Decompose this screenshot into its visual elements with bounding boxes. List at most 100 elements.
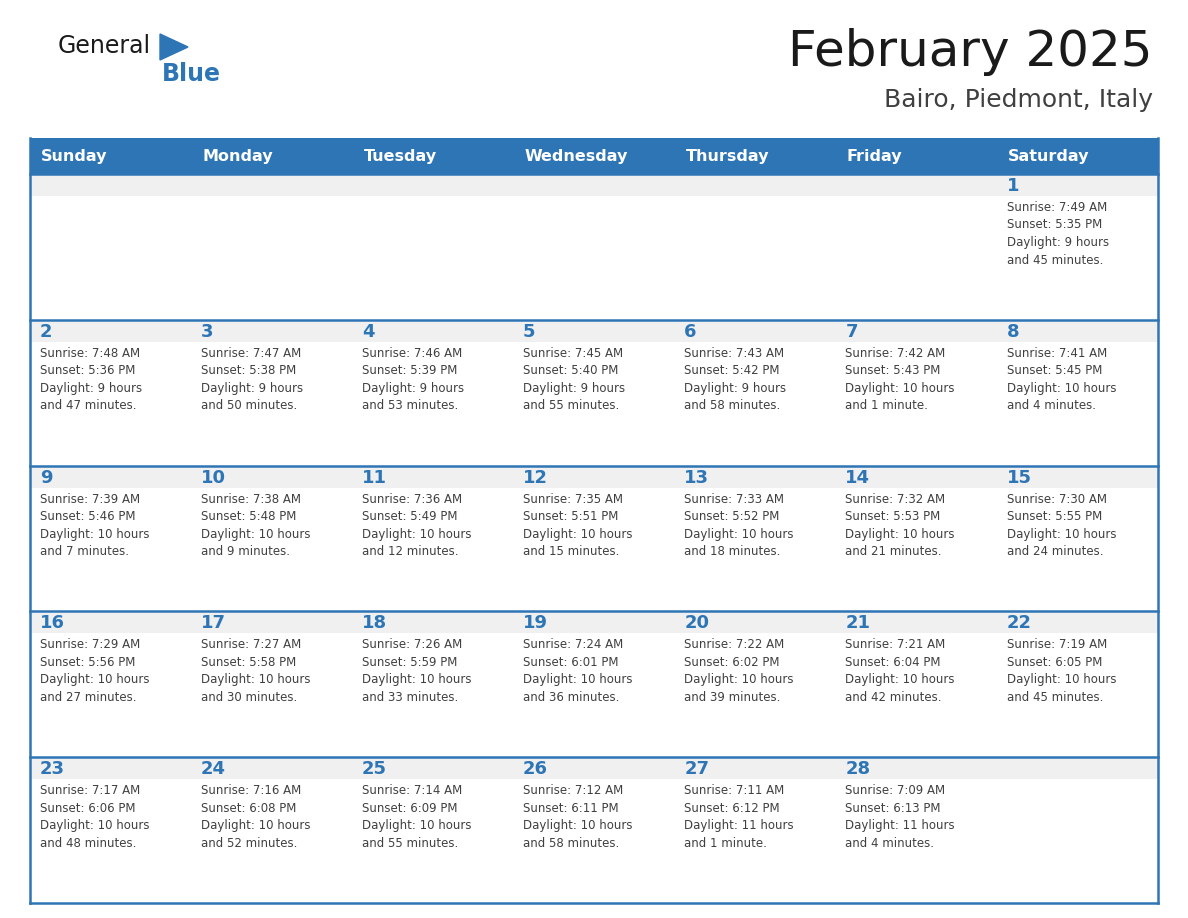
Text: 17: 17	[201, 614, 226, 633]
Text: 10: 10	[201, 468, 226, 487]
Text: Saturday: Saturday	[1009, 149, 1089, 163]
Bar	[513, 319, 675, 341]
Text: Sunrise: 7:17 AM
Sunset: 6:06 PM
Daylight: 10 hours
and 48 minutes.: Sunrise: 7:17 AM Sunset: 6:06 PM Dayligh…	[39, 784, 150, 850]
Bar	[30, 174, 191, 196]
Text: Sunrise: 7:29 AM
Sunset: 5:56 PM
Daylight: 10 hours
and 27 minutes.: Sunrise: 7:29 AM Sunset: 5:56 PM Dayligh…	[39, 638, 150, 704]
Text: Thursday: Thursday	[685, 149, 770, 163]
Bar	[353, 633, 513, 757]
Text: 7: 7	[846, 323, 858, 341]
Bar	[997, 174, 1158, 196]
Polygon shape	[160, 34, 188, 60]
Bar	[353, 174, 513, 196]
Bar	[353, 341, 513, 465]
Text: Bairo, Piedmont, Italy: Bairo, Piedmont, Italy	[884, 88, 1154, 112]
Bar	[30, 319, 191, 341]
Text: Sunrise: 7:09 AM
Sunset: 6:13 PM
Daylight: 11 hours
and 4 minutes.: Sunrise: 7:09 AM Sunset: 6:13 PM Dayligh…	[846, 784, 955, 850]
Text: 20: 20	[684, 614, 709, 633]
Bar	[30, 465, 191, 487]
Text: Sunrise: 7:43 AM
Sunset: 5:42 PM
Daylight: 9 hours
and 58 minutes.: Sunrise: 7:43 AM Sunset: 5:42 PM Dayligh…	[684, 347, 786, 412]
Text: 13: 13	[684, 468, 709, 487]
Bar	[353, 319, 513, 341]
Text: Sunrise: 7:36 AM
Sunset: 5:49 PM
Daylight: 10 hours
and 12 minutes.: Sunrise: 7:36 AM Sunset: 5:49 PM Dayligh…	[362, 493, 472, 558]
Bar	[513, 779, 675, 903]
Text: Tuesday: Tuesday	[364, 149, 437, 163]
Bar	[997, 611, 1158, 633]
Bar	[30, 196, 191, 319]
Bar	[835, 174, 997, 196]
Text: Sunrise: 7:35 AM
Sunset: 5:51 PM
Daylight: 10 hours
and 15 minutes.: Sunrise: 7:35 AM Sunset: 5:51 PM Dayligh…	[523, 493, 632, 558]
Text: Sunrise: 7:30 AM
Sunset: 5:55 PM
Daylight: 10 hours
and 24 minutes.: Sunrise: 7:30 AM Sunset: 5:55 PM Dayligh…	[1006, 493, 1116, 558]
Bar	[835, 633, 997, 757]
Text: Sunrise: 7:11 AM
Sunset: 6:12 PM
Daylight: 11 hours
and 1 minute.: Sunrise: 7:11 AM Sunset: 6:12 PM Dayligh…	[684, 784, 794, 850]
Bar	[835, 779, 997, 903]
Text: 23: 23	[39, 760, 64, 778]
Bar	[675, 487, 835, 611]
Bar	[675, 174, 835, 196]
Text: Sunrise: 7:27 AM
Sunset: 5:58 PM
Daylight: 10 hours
and 30 minutes.: Sunrise: 7:27 AM Sunset: 5:58 PM Dayligh…	[201, 638, 310, 704]
Bar	[835, 465, 997, 487]
Bar	[997, 779, 1158, 903]
Bar	[675, 341, 835, 465]
Bar	[997, 633, 1158, 757]
Text: 27: 27	[684, 760, 709, 778]
Text: Sunrise: 7:47 AM
Sunset: 5:38 PM
Daylight: 9 hours
and 50 minutes.: Sunrise: 7:47 AM Sunset: 5:38 PM Dayligh…	[201, 347, 303, 412]
Bar	[675, 757, 835, 779]
Bar	[353, 757, 513, 779]
Bar	[191, 757, 353, 779]
Text: Sunrise: 7:32 AM
Sunset: 5:53 PM
Daylight: 10 hours
and 21 minutes.: Sunrise: 7:32 AM Sunset: 5:53 PM Dayligh…	[846, 493, 955, 558]
Text: 25: 25	[362, 760, 387, 778]
Bar	[191, 174, 353, 196]
Text: Monday: Monday	[202, 149, 273, 163]
Text: Sunrise: 7:38 AM
Sunset: 5:48 PM
Daylight: 10 hours
and 9 minutes.: Sunrise: 7:38 AM Sunset: 5:48 PM Dayligh…	[201, 493, 310, 558]
Text: 16: 16	[39, 614, 64, 633]
Bar	[675, 465, 835, 487]
Bar	[191, 465, 353, 487]
Bar	[997, 465, 1158, 487]
Bar	[30, 487, 191, 611]
Bar	[513, 196, 675, 319]
Text: 1: 1	[1006, 177, 1019, 195]
Bar	[30, 757, 191, 779]
Text: 18: 18	[362, 614, 387, 633]
Bar	[191, 196, 353, 319]
Text: Sunrise: 7:33 AM
Sunset: 5:52 PM
Daylight: 10 hours
and 18 minutes.: Sunrise: 7:33 AM Sunset: 5:52 PM Dayligh…	[684, 493, 794, 558]
Bar	[353, 487, 513, 611]
Bar	[191, 633, 353, 757]
Bar	[513, 174, 675, 196]
Text: 2: 2	[39, 323, 52, 341]
Text: Sunrise: 7:14 AM
Sunset: 6:09 PM
Daylight: 10 hours
and 55 minutes.: Sunrise: 7:14 AM Sunset: 6:09 PM Dayligh…	[362, 784, 472, 850]
Text: Sunrise: 7:48 AM
Sunset: 5:36 PM
Daylight: 9 hours
and 47 minutes.: Sunrise: 7:48 AM Sunset: 5:36 PM Dayligh…	[39, 347, 141, 412]
Text: Sunrise: 7:26 AM
Sunset: 5:59 PM
Daylight: 10 hours
and 33 minutes.: Sunrise: 7:26 AM Sunset: 5:59 PM Dayligh…	[362, 638, 472, 704]
Bar	[835, 487, 997, 611]
Text: 11: 11	[362, 468, 387, 487]
Bar	[997, 341, 1158, 465]
Text: 6: 6	[684, 323, 696, 341]
Text: Sunrise: 7:24 AM
Sunset: 6:01 PM
Daylight: 10 hours
and 36 minutes.: Sunrise: 7:24 AM Sunset: 6:01 PM Dayligh…	[523, 638, 632, 704]
Text: 8: 8	[1006, 323, 1019, 341]
Text: Wednesday: Wednesday	[525, 149, 628, 163]
Bar	[191, 487, 353, 611]
Text: Sunrise: 7:45 AM
Sunset: 5:40 PM
Daylight: 9 hours
and 55 minutes.: Sunrise: 7:45 AM Sunset: 5:40 PM Dayligh…	[523, 347, 625, 412]
Text: 28: 28	[846, 760, 871, 778]
Text: General: General	[58, 34, 151, 58]
Bar	[191, 611, 353, 633]
Bar	[191, 319, 353, 341]
Text: 24: 24	[201, 760, 226, 778]
Text: 15: 15	[1006, 468, 1031, 487]
Text: Sunrise: 7:42 AM
Sunset: 5:43 PM
Daylight: 10 hours
and 1 minute.: Sunrise: 7:42 AM Sunset: 5:43 PM Dayligh…	[846, 347, 955, 412]
Bar	[30, 633, 191, 757]
Bar	[30, 779, 191, 903]
Bar	[675, 319, 835, 341]
Text: Friday: Friday	[847, 149, 903, 163]
Bar	[997, 487, 1158, 611]
Bar	[191, 341, 353, 465]
Bar	[30, 611, 191, 633]
Text: 14: 14	[846, 468, 871, 487]
Text: 5: 5	[523, 323, 536, 341]
Bar	[513, 611, 675, 633]
Bar	[997, 319, 1158, 341]
Bar	[675, 633, 835, 757]
Bar	[513, 487, 675, 611]
Text: Sunrise: 7:12 AM
Sunset: 6:11 PM
Daylight: 10 hours
and 58 minutes.: Sunrise: 7:12 AM Sunset: 6:11 PM Dayligh…	[523, 784, 632, 850]
Bar	[353, 611, 513, 633]
